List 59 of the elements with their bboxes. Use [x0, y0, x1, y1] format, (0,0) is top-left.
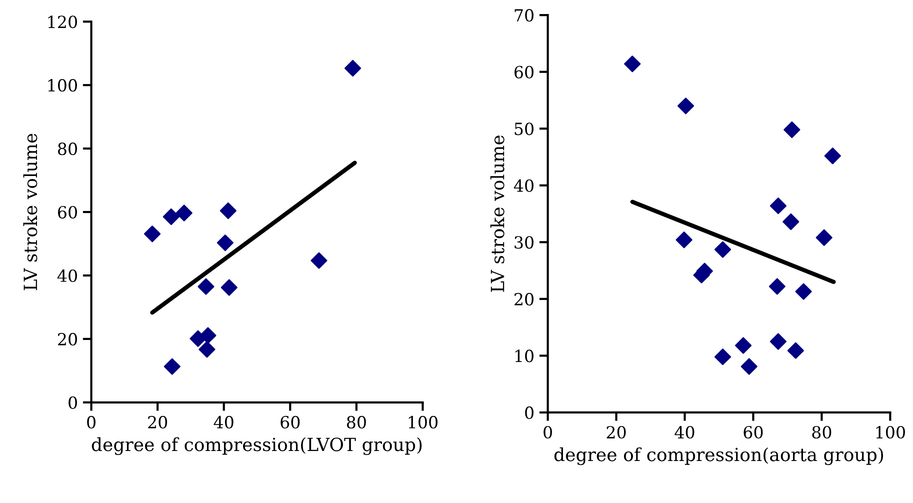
y-tick-label: 0 [68, 396, 77, 409]
point [344, 60, 362, 77]
point [816, 229, 832, 246]
point [624, 56, 641, 72]
point [770, 198, 787, 214]
y-tick-label: 20 [514, 292, 534, 306]
y-tick-label: 50 [514, 122, 534, 136]
point [144, 226, 161, 242]
y-tick-label: 70 [514, 9, 534, 22]
point [162, 208, 180, 226]
point [714, 348, 732, 366]
point [176, 204, 192, 222]
x-tick-label: 100 [408, 416, 438, 428]
point [220, 202, 236, 220]
y-tick-label: 0 [525, 406, 534, 420]
point [677, 98, 694, 114]
point [770, 333, 787, 350]
point [216, 234, 234, 252]
point [164, 358, 180, 375]
y-axis-title: LV stroke volume [23, 134, 38, 290]
x-tick-label: 40 [674, 426, 694, 439]
point [714, 241, 732, 258]
x-tick-label: 100 [876, 426, 905, 439]
point [787, 342, 804, 359]
x-tick-label: 0 [87, 416, 96, 428]
point [734, 337, 752, 354]
y-tick-label: 60 [58, 206, 77, 219]
y-tick-label: 80 [58, 142, 77, 156]
x-tick-label: 40 [214, 416, 234, 428]
x-axis-title: degree of compression(aorta group) [554, 447, 884, 466]
x-tick-label: 80 [812, 426, 832, 439]
x-tick-label: 60 [280, 416, 300, 428]
y-tick-label: 120 [48, 16, 77, 28]
point [768, 278, 786, 295]
y-tick-label: 20 [58, 332, 77, 346]
y-axis-title: LV stroke volume [490, 136, 504, 292]
y-tick-label: 40 [57, 269, 77, 282]
x-tick-label: 60 [744, 426, 763, 439]
y-tick-label: 40 [514, 179, 534, 192]
point [676, 232, 692, 248]
point [310, 252, 328, 269]
y-tick-label: 30 [514, 236, 534, 249]
x-tick-label: 80 [346, 416, 366, 428]
point [782, 213, 800, 230]
y-tick-label: 60 [514, 66, 534, 78]
x-tick-label: 20 [606, 426, 626, 439]
x-tick-label: 0 [544, 426, 552, 439]
point [795, 283, 812, 300]
x-tick-label: 20 [148, 416, 168, 428]
point [740, 358, 758, 375]
y-tick-label: 100 [48, 79, 77, 92]
point [198, 278, 214, 295]
point [198, 341, 216, 358]
y-tick-label: 10 [515, 350, 534, 362]
point [200, 327, 216, 344]
point [220, 279, 238, 296]
point [784, 121, 800, 138]
point [824, 148, 841, 164]
x-axis-title: degree of compression(LVOT group) [92, 437, 422, 456]
